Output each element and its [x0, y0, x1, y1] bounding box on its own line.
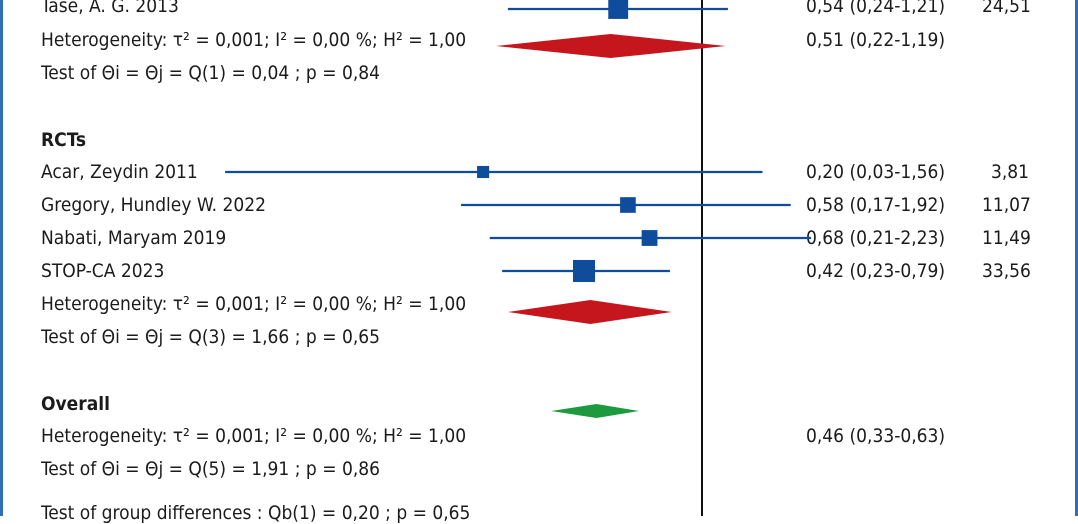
frame-border-left — [0, 0, 3, 516]
pooled-ci-text: 0,51 (0,22-1,19) — [806, 29, 946, 51]
ci-text: 0,54 (0,24-1,21) — [806, 0, 946, 17]
overall-diamond — [551, 404, 640, 418]
ci-text: 0,68 (0,21-2,23) — [806, 227, 946, 249]
overall-heading: Overall — [41, 393, 110, 415]
effect-marker — [641, 230, 658, 246]
test-text: Test of Θi = Θj = Q(1) = 0,04 ; p = 0,84 — [41, 62, 381, 84]
effect-marker — [477, 165, 490, 179]
pooled-diamond — [496, 34, 726, 58]
frame-border-right — [1075, 0, 1078, 516]
pooled-diamond — [507, 300, 672, 324]
weight-text: 3,81 — [991, 161, 1030, 183]
weight-text: 24,51 — [982, 0, 1031, 17]
heterogeneity-text: Heterogeneity: τ² = 0,001; I² = 0,00 %; … — [41, 425, 467, 447]
study-label: Nabati, Maryam 2019 — [41, 227, 227, 249]
test-text: Test of Θi = Θj = Q(5) = 1,91 ; p = 0,86 — [41, 458, 381, 480]
study-label: STOP-CA 2023 — [41, 260, 165, 282]
ci-text: 0,58 (0,17-1,92) — [806, 194, 946, 216]
heterogeneity-text: Heterogeneity: τ² = 0,001; I² = 0,00 %; … — [41, 29, 467, 51]
study-label: Tase, A. G. 2013 — [41, 0, 179, 17]
ci-text: 0,20 (0,03-1,56) — [806, 161, 946, 183]
overall-ci-text: 0,46 (0,33-0,63) — [806, 425, 946, 447]
study-label: Gregory, Hundley W. 2022 — [41, 194, 266, 216]
effect-marker — [572, 259, 596, 283]
effect-marker — [620, 197, 636, 213]
group-heading: RCTs — [41, 129, 87, 151]
effect-marker — [608, 0, 629, 19]
heterogeneity-text: Heterogeneity: τ² = 0,001; I² = 0,00 %; … — [41, 293, 467, 315]
test-text: Test of Θi = Θj = Q(3) = 1,66 ; p = 0,65 — [41, 326, 381, 348]
weight-text: 33,56 — [982, 260, 1031, 282]
weight-text: 11,49 — [982, 227, 1031, 249]
weight-text: 11,07 — [982, 194, 1031, 216]
ci-text: 0,42 (0,23-0,79) — [806, 260, 946, 282]
study-label: Acar, Zeydin 2011 — [41, 161, 198, 183]
